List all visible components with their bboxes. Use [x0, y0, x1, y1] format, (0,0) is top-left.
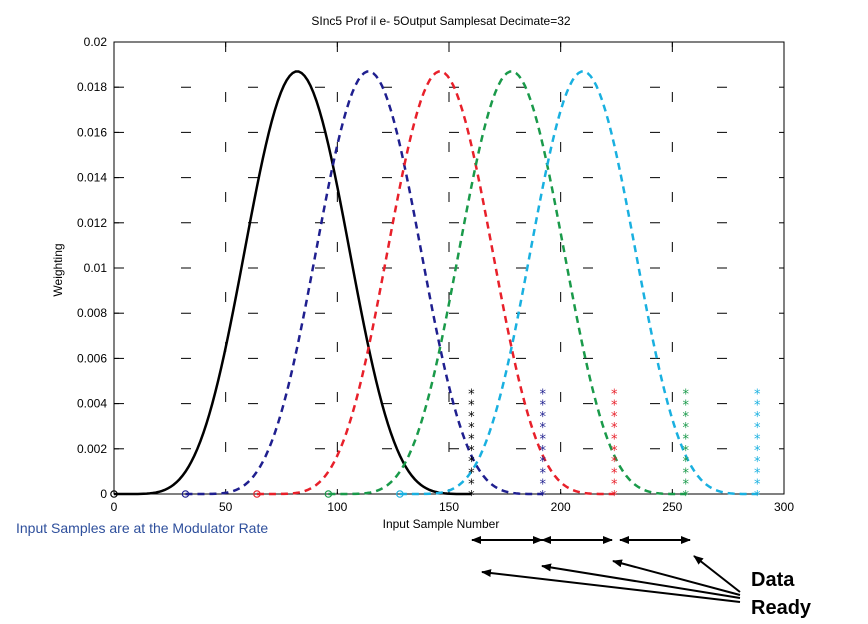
- y-tick-label: 0.008: [77, 306, 107, 320]
- output-marker-4: *: [682, 433, 689, 448]
- output-marker-3: *: [611, 421, 618, 436]
- output-marker-3: *: [611, 455, 618, 470]
- data-ready-label-line1: Data: [751, 569, 795, 591]
- output-marker-1: *: [468, 410, 475, 425]
- series-line-2: [185, 70, 543, 496]
- x-tick-label: 50: [219, 500, 233, 514]
- output-marker-5: *: [754, 455, 761, 470]
- output-marker-2: *: [540, 421, 547, 436]
- output-marker-4: *: [682, 399, 689, 414]
- start-marker-1: [110, 490, 118, 498]
- pointer-arrow-2: [612, 559, 741, 596]
- output-marker-2: *: [540, 478, 547, 493]
- grid: [114, 42, 784, 494]
- output-marker-4: *: [682, 421, 689, 436]
- output-marker-3: *: [611, 466, 618, 481]
- output-marker-4: *: [682, 466, 689, 481]
- output-marker-1: *: [468, 478, 475, 493]
- output-marker-2: *: [540, 399, 547, 414]
- output-marker-5: *: [754, 489, 761, 504]
- output-marker-1: *: [468, 433, 475, 448]
- output-marker-2: *: [540, 455, 547, 470]
- axis-ticks: 0 50 100 150 200 250 300 0 0.002 0.004 0.006 0.008 0…: [77, 35, 794, 514]
- y-tick-label: 0.016: [77, 125, 107, 139]
- output-marker-5: *: [754, 421, 761, 436]
- y-tick-label: 0: [100, 487, 107, 501]
- x-tick-label: 250: [662, 500, 682, 514]
- output-marker-5: *: [754, 399, 761, 414]
- output-marker-1: *: [468, 421, 475, 436]
- output-marker-4: *: [682, 478, 689, 493]
- y-tick-label: 0.02: [84, 35, 108, 49]
- output-marker-3: *: [611, 444, 618, 459]
- series-line-3: [256, 70, 615, 496]
- series-group: [114, 70, 758, 496]
- output-marker-3: *: [611, 387, 618, 402]
- marker-group: ****************************************…: [110, 387, 761, 504]
- output-marker-2: *: [540, 466, 547, 481]
- output-marker-5: *: [754, 478, 761, 493]
- output-marker-5: *: [754, 466, 761, 481]
- output-marker-5: *: [754, 433, 761, 448]
- y-tick-label: 0.004: [77, 397, 107, 411]
- series-line-5: [399, 70, 758, 496]
- start-marker-5: [396, 490, 404, 498]
- output-marker-3: *: [611, 433, 618, 448]
- y-tick-label: 0.012: [77, 216, 107, 230]
- start-marker-4: [324, 490, 333, 498]
- pointer-arrow-1: [693, 555, 741, 593]
- output-marker-4: *: [682, 444, 689, 459]
- x-tick-label: 300: [774, 500, 794, 514]
- output-marker-1: *: [468, 489, 475, 504]
- output-marker-2: *: [540, 387, 547, 402]
- y-tick-label: 0.018: [77, 80, 107, 94]
- x-axis-label: Input Sample Number: [383, 517, 500, 531]
- output-marker-1: *: [468, 466, 475, 481]
- x-tick-label: 200: [551, 500, 571, 514]
- output-marker-3: *: [611, 410, 618, 425]
- output-marker-4: *: [682, 489, 689, 504]
- series-line-1: [114, 70, 472, 496]
- y-tick-label: 0.01: [84, 261, 108, 275]
- output-marker-5: *: [754, 444, 761, 459]
- x-tick-label: 0: [111, 500, 118, 514]
- y-tick-label: 0.006: [77, 351, 107, 365]
- chart-title: SInc5 Prof il e- 5Output Samplesat Decim…: [311, 14, 570, 28]
- output-marker-1: *: [468, 444, 475, 459]
- start-marker-3: [253, 490, 261, 498]
- start-marker-2: [181, 490, 190, 498]
- output-marker-3: *: [611, 489, 618, 504]
- output-marker-1: *: [468, 399, 475, 414]
- y-tick-label: 0.002: [77, 442, 107, 456]
- modulator-rate-note: Input Samples are at the Modulator Rate: [16, 520, 268, 536]
- output-marker-2: *: [540, 433, 547, 448]
- output-marker-4: *: [682, 387, 689, 402]
- x-tick-label: 100: [327, 500, 347, 514]
- y-axis-label: Weighting: [51, 243, 65, 296]
- x-tick-label: 150: [439, 500, 459, 514]
- output-marker-3: *: [611, 399, 618, 414]
- output-marker-1: *: [468, 387, 475, 402]
- output-marker-3: *: [611, 478, 618, 493]
- output-marker-5: *: [754, 410, 761, 425]
- output-marker-2: *: [540, 410, 547, 425]
- y-tick-label: 0.014: [77, 171, 107, 185]
- output-marker-2: *: [540, 444, 547, 459]
- data-ready-pointers: [481, 555, 741, 603]
- output-marker-5: *: [754, 387, 761, 402]
- output-marker-4: *: [682, 455, 689, 470]
- output-marker-4: *: [682, 410, 689, 425]
- pointer-arrow-3: [541, 563, 741, 599]
- series-line-4: [328, 70, 686, 496]
- data-ready-label-line2: Ready: [751, 597, 812, 619]
- output-marker-1: *: [468, 455, 475, 470]
- pointer-arrow-4: [481, 569, 741, 603]
- output-marker-2: *: [540, 489, 547, 504]
